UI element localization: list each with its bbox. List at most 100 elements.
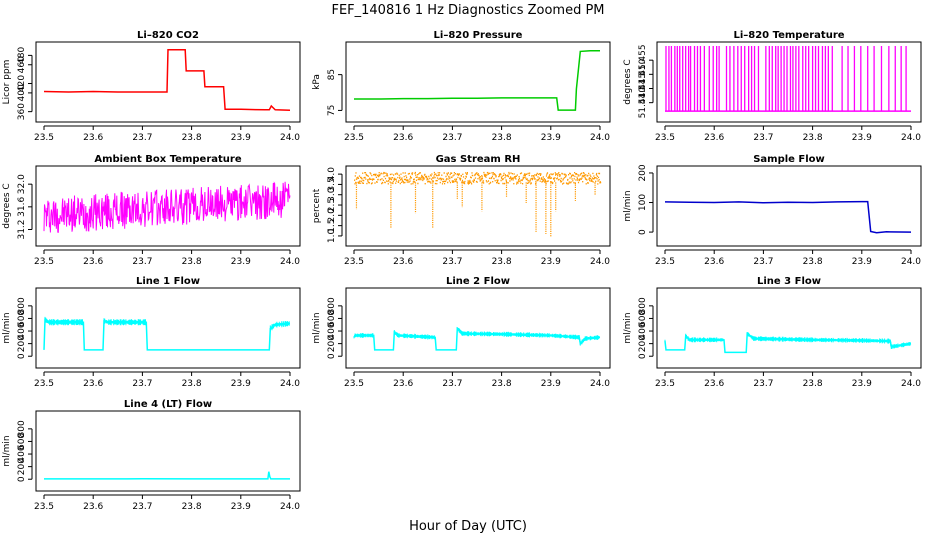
y-tick-label: 32.0 — [17, 174, 27, 194]
panel-2: Li–820 Pressure kPa 23.5 23.6 23.7 23.8 23.9 24… — [312, 30, 611, 143]
x-tick-label: 23.9 — [852, 379, 872, 389]
y-tick-label: 600 — [638, 310, 648, 327]
y-tick-label: 420 — [17, 75, 27, 92]
x-tick-label: 23.5 — [34, 133, 54, 143]
y-tick-label: 200 — [17, 458, 27, 475]
x-tick-label: 23.5 — [655, 379, 675, 389]
y-tick-label: 200 — [638, 164, 648, 181]
x-tick-label: 23.7 — [132, 257, 152, 267]
y-tick-label: 75 — [327, 105, 337, 116]
y-tick-label: 51.455 — [638, 44, 648, 76]
y-axis-label: ml/min — [312, 312, 322, 343]
y-axis-label: percent — [312, 188, 322, 223]
x-tick-label: 23.9 — [541, 379, 561, 389]
y-tick-label: 0 — [638, 353, 648, 359]
y-tick-label: 200 — [327, 335, 337, 352]
y-tick-label: 51.440 — [638, 87, 648, 119]
y-tick-label: 400 — [17, 84, 27, 101]
plot-area — [44, 471, 290, 480]
series-noise — [353, 327, 600, 346]
plot-frame — [656, 165, 922, 247]
y-tick-label: 3.0 — [327, 187, 337, 202]
panel-title: Li–820 Temperature — [733, 30, 844, 41]
series-line — [44, 471, 290, 480]
x-tick-label: 23.5 — [655, 257, 675, 267]
x-tick-label: 23.9 — [231, 502, 251, 512]
x-tick-label: 23.5 — [34, 379, 54, 389]
x-tick-label: 23.9 — [541, 257, 561, 267]
panel-title: Line 2 Flow — [446, 276, 510, 287]
y-tick-label: 31.2 — [17, 219, 27, 239]
plot-area — [43, 316, 291, 351]
x-tick-label: 23.7 — [442, 379, 462, 389]
y-tick-label: 400 — [17, 322, 27, 339]
x-tick-label: 23.8 — [492, 133, 512, 143]
y-axis-label: ml/min — [2, 435, 12, 466]
y-axis-label: ml/min — [623, 190, 633, 221]
y-tick-label: 3.5 — [327, 177, 337, 191]
x-tick-label: 23.8 — [182, 257, 202, 267]
panels: Li–820 CO2 Licor ppm 23.5 23.6 23.7 23.8 23.9 2… — [2, 30, 922, 512]
plot-area — [664, 332, 912, 354]
y-tick-label: 2.0 — [327, 208, 337, 223]
x-tick-label: 23.7 — [442, 133, 462, 143]
series-points — [354, 171, 602, 185]
x-tick-label: 24.0 — [280, 257, 300, 267]
plot-frame — [345, 165, 611, 247]
panel-7: Line 1 Flow ml/min 23.5 23.6 23.7 23.8 23.9 24.… — [2, 276, 301, 389]
plot-frame — [345, 287, 611, 369]
x-tick-label: 23.6 — [704, 257, 724, 267]
panel-title: Li–820 CO2 — [137, 30, 199, 41]
y-tick-label: 51.450 — [638, 58, 648, 90]
x-tick-label: 23.7 — [132, 379, 152, 389]
panel-title: Line 3 Flow — [757, 276, 821, 287]
x-tick-label: 23.8 — [182, 502, 202, 512]
panel-title: Ambient Box Temperature — [94, 154, 241, 165]
x-tick-label: 23.9 — [231, 133, 251, 143]
plot-frame — [656, 287, 922, 369]
y-tick-label: 51.445 — [638, 73, 648, 105]
plot-frame — [656, 41, 922, 123]
y-axis-label: degrees C — [623, 59, 633, 104]
x-tick-label: 23.6 — [393, 133, 413, 143]
y-tick-label: 600 — [327, 310, 337, 327]
plot-area — [43, 181, 291, 233]
x-tick-label: 24.0 — [901, 257, 921, 267]
y-tick-label: 4.0 — [327, 167, 337, 182]
panel-8: Line 2 Flow ml/min 23.5 23.6 23.7 23.8 23.9 24.… — [312, 276, 611, 389]
x-tick-label: 23.6 — [83, 133, 103, 143]
x-tick-label: 23.6 — [83, 379, 103, 389]
series-line — [43, 181, 291, 233]
x-tick-label: 23.5 — [344, 133, 364, 143]
x-tick-label: 24.0 — [280, 133, 300, 143]
x-tick-label: 23.6 — [83, 257, 103, 267]
x-tick-label: 23.7 — [753, 257, 773, 267]
y-axis-label: kPa — [312, 74, 322, 90]
plot-frame — [35, 165, 301, 247]
x-tick-label: 23.6 — [393, 257, 413, 267]
x-tick-label: 23.8 — [492, 379, 512, 389]
x-tick-label: 24.0 — [280, 502, 300, 512]
y-tick-label: 100 — [638, 194, 648, 211]
series-noise — [664, 332, 911, 349]
series-noise — [44, 316, 290, 332]
x-tick-label: 23.7 — [753, 379, 773, 389]
x-tick-label: 23.6 — [83, 502, 103, 512]
figure-xlabel: Hour of Day (UTC) — [409, 519, 527, 534]
x-tick-label: 23.5 — [344, 257, 364, 267]
figure-title: FEF_140816 1 Hz Diagnostics Zoomed PM — [331, 3, 604, 18]
panel-3: Li–820 Temperature degrees C 23.5 23.6 23.7 2… — [623, 30, 922, 143]
x-tick-label: 24.0 — [590, 257, 610, 267]
series-line — [354, 49, 600, 111]
plot-frame — [35, 410, 301, 492]
y-tick-label: 600 — [17, 433, 27, 450]
panel-9: Line 3 Flow ml/min 23.5 23.6 23.7 23.8 23.9 24.… — [623, 276, 922, 389]
y-tick-label: 400 — [17, 445, 27, 462]
y-axis-label: ml/min — [623, 312, 633, 343]
x-tick-label: 23.9 — [852, 133, 872, 143]
y-tick-label: 800 — [17, 297, 27, 314]
y-tick-label: 2.5 — [327, 198, 337, 212]
y-tick-label: 800 — [327, 297, 337, 314]
y-tick-label: 600 — [17, 310, 27, 327]
panel-1: Li–820 CO2 Licor ppm 23.5 23.6 23.7 23.8 23.9 2… — [2, 30, 301, 143]
